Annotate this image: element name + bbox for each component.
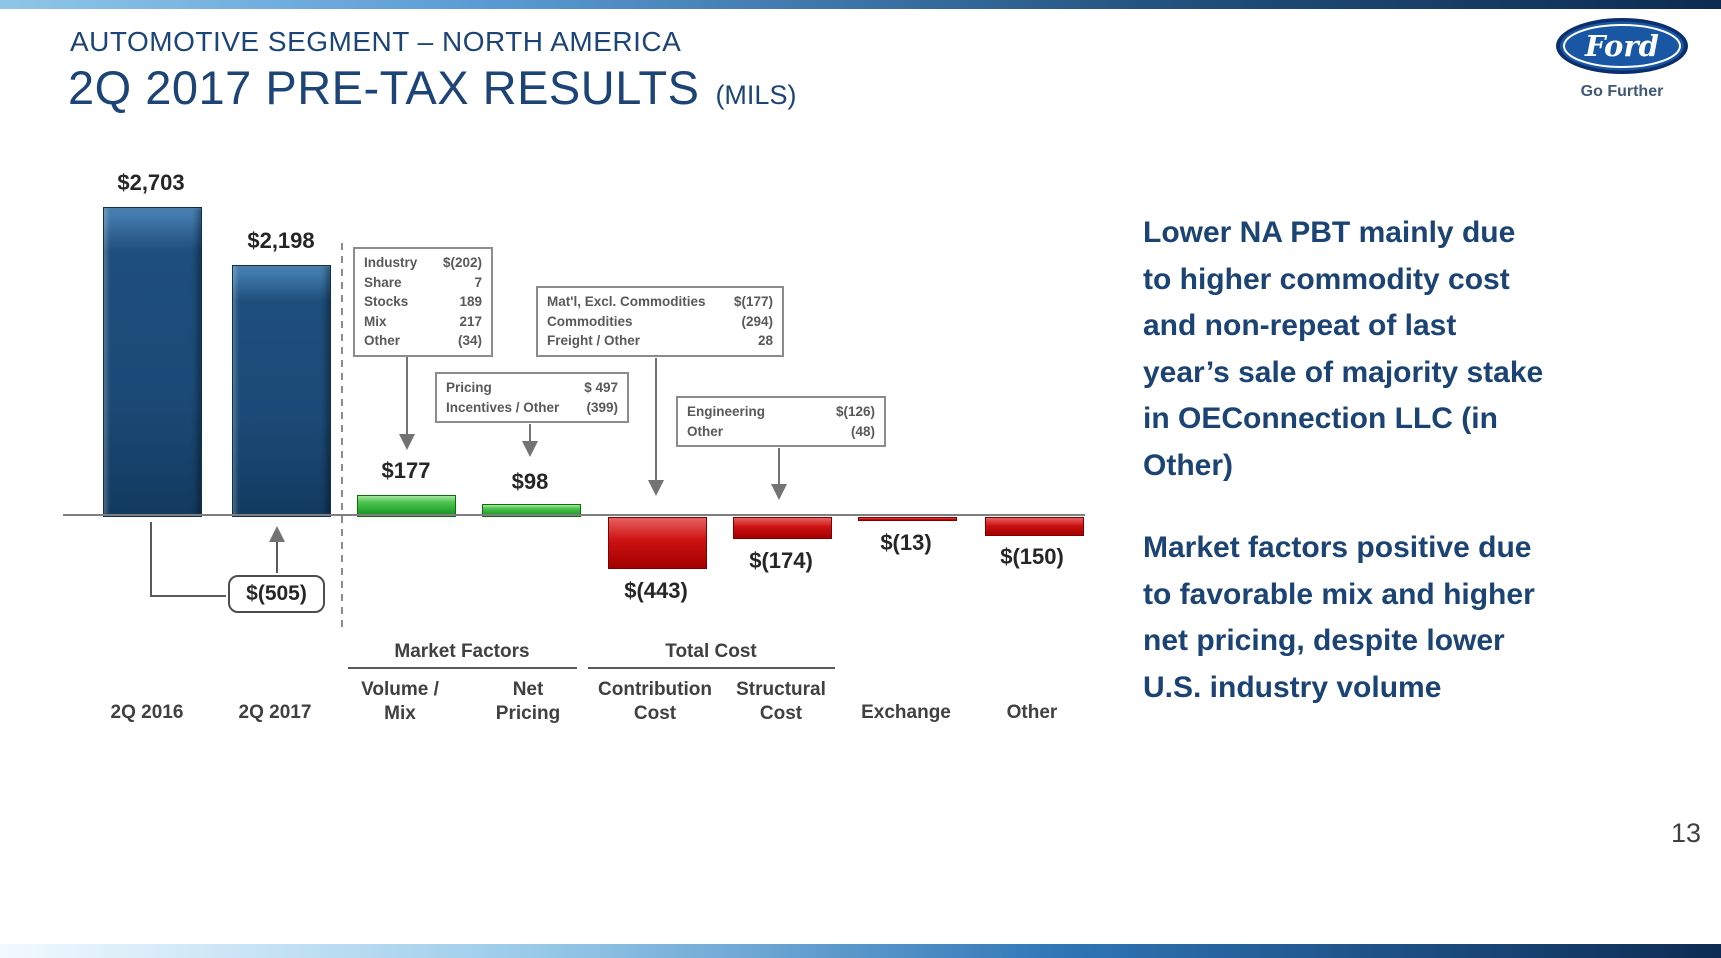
- callout-row: Commodities (294): [547, 312, 773, 332]
- callout-label: Engineering: [687, 404, 766, 419]
- callout-label: Mat'l, Excl. Commodities: [547, 294, 706, 309]
- callout-value: $(202): [442, 255, 482, 270]
- callout-volume-mix: Industry $(202) Share 7 Stocks 189 Mix 217 O…: [353, 247, 493, 357]
- callout-label: Other: [364, 333, 401, 349]
- callout-value: (294): [741, 313, 773, 329]
- bar-2q2016: [103, 207, 202, 517]
- callout-row: Industry $(202): [364, 253, 482, 273]
- slide-title-units: (MILS): [715, 80, 797, 110]
- tick-volume-mix: Volume / Mix: [361, 679, 439, 724]
- bar-value-contribution-cost: $(443): [624, 578, 688, 603]
- ford-logo-inner-ring: [1563, 24, 1681, 68]
- bar-value-2q2017: $2,198: [247, 228, 315, 253]
- ford-logo-oval: [1560, 21, 1684, 71]
- callout-row: Other (48): [687, 422, 875, 442]
- ford-logo-wordmark: Ford: [1584, 29, 1659, 63]
- callout-label: Share: [364, 274, 402, 290]
- bar-contribution-cost: [608, 517, 707, 569]
- commentary-paragraph-2: Market factors positive due to favorable…: [1143, 531, 1535, 704]
- tick-net-pricing: Net Pricing: [495, 679, 561, 724]
- callout-structural-cost: Engineering $(126) Other (48): [676, 396, 886, 448]
- callout-row: Engineering $(126): [687, 402, 875, 422]
- tick-structural-cost: Structural Cost: [736, 679, 826, 724]
- callout-value: (34): [457, 333, 482, 349]
- callout-contribution-cost: Mat'l, Excl. Commodities $(177) Commoditi…: [536, 286, 784, 357]
- bar-value-2q2016: $2,703: [117, 170, 185, 195]
- page-number: 13: [1670, 818, 1701, 848]
- tick-other: Other: [1006, 702, 1058, 723]
- commentary-paragraph-1: Lower NA PBT mainly due to higher commod…: [1143, 216, 1544, 482]
- callout-label: Industry: [364, 255, 418, 270]
- callout-row: Other (34): [364, 331, 482, 351]
- slide-title: 2Q 2017 PRE-TAX RESULTS: [68, 61, 700, 114]
- bar-value-other: $(150): [1000, 544, 1064, 569]
- callout-label: Commodities: [547, 313, 633, 329]
- group-header-total-cost: Total Cost: [665, 641, 757, 662]
- bar-value-structural-cost: $(174): [749, 548, 813, 573]
- callout-value: (48): [850, 423, 875, 439]
- callout-label: Mix: [364, 313, 387, 329]
- slide-kicker: AUTOMOTIVE SEGMENT – NORTH AMERICA: [70, 26, 682, 57]
- callout-value: 7: [474, 274, 482, 290]
- callout-value: $ 497: [584, 380, 618, 395]
- bar-value-net-pricing: $98: [511, 469, 549, 494]
- callout-row: Pricing $ 497: [446, 378, 618, 398]
- callout-label: Pricing: [446, 380, 492, 395]
- callout-label: Incentives / Other: [446, 399, 560, 415]
- bottom-accent-stripe: [0, 944, 1721, 958]
- ford-tagline: Go Further: [1581, 83, 1664, 100]
- callout-value: 28: [757, 333, 773, 349]
- ford-logo: Ford Go Further: [1556, 18, 1688, 100]
- tick-2q2017: 2Q 2017: [238, 702, 312, 723]
- callout-row: Incentives / Other (399): [446, 398, 618, 418]
- callout-value: $(177): [733, 294, 773, 309]
- bar-2q2017: [232, 265, 331, 517]
- group-header-market-factors: Market Factors: [394, 641, 530, 662]
- delta-connector-line: [150, 522, 226, 597]
- callout-row: Stocks 189: [364, 292, 482, 312]
- bar-value-exchange: $(13): [880, 530, 932, 555]
- callout-row: Share 7: [364, 273, 482, 293]
- delta-annotation: $(505): [228, 575, 325, 613]
- bar-value-volume-mix: $177: [381, 458, 431, 483]
- slide-title-row: 2Q 2017 PRE-TAX RESULTS (MILS): [68, 60, 796, 115]
- bar-net-pricing: [482, 504, 581, 517]
- callout-label: Freight / Other: [547, 333, 641, 349]
- tick-exchange: Exchange: [861, 702, 951, 723]
- callout-value: (399): [586, 399, 618, 415]
- tick-2q2016: 2Q 2016: [110, 702, 184, 723]
- bar-other: [985, 517, 1084, 536]
- top-accent-stripe: [0, 0, 1721, 9]
- callout-value: 189: [459, 294, 482, 310]
- callout-row: Freight / Other 28: [547, 331, 773, 351]
- callout-net-pricing: Pricing $ 497 Incentives / Other (399): [435, 372, 629, 424]
- callout-label: Other: [687, 423, 724, 439]
- callout-row: Mix 217: [364, 312, 482, 332]
- callout-label: Stocks: [364, 294, 409, 310]
- bar-exchange: [858, 517, 957, 521]
- callout-value: $(126): [835, 404, 875, 419]
- commentary-block: Lower NA PBT mainly due to higher commod…: [1143, 210, 1551, 747]
- tick-contribution-cost: Contribution Cost: [598, 679, 712, 724]
- callout-value: 217: [459, 313, 482, 329]
- bar-structural-cost: [733, 517, 832, 539]
- callout-row: Mat'l, Excl. Commodities $(177): [547, 292, 773, 312]
- bar-volume-mix: [357, 495, 456, 517]
